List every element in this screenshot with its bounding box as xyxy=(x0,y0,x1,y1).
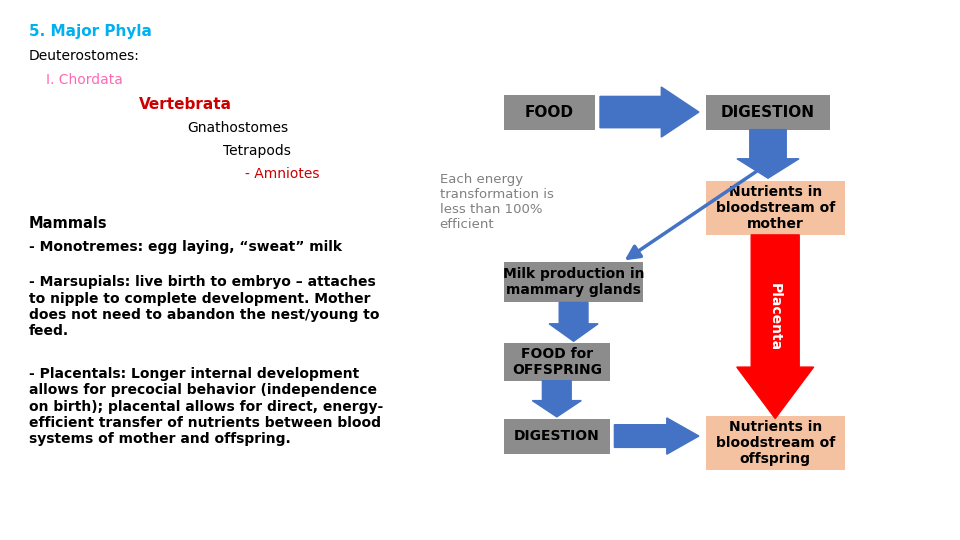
Text: FOOD: FOOD xyxy=(525,105,574,119)
Text: Tetrapods: Tetrapods xyxy=(223,144,291,158)
Polygon shape xyxy=(737,235,814,418)
Text: Placenta: Placenta xyxy=(768,284,782,352)
Text: FOOD for
OFFSPRING: FOOD for OFFSPRING xyxy=(512,347,602,377)
FancyBboxPatch shape xyxy=(504,343,610,381)
FancyBboxPatch shape xyxy=(504,262,643,302)
FancyBboxPatch shape xyxy=(706,416,845,470)
Polygon shape xyxy=(600,87,699,137)
Text: 5. Major Phyla: 5. Major Phyla xyxy=(29,24,152,39)
Text: - Monotremes: egg laying, “sweat” milk: - Monotremes: egg laying, “sweat” milk xyxy=(29,240,342,254)
Text: Mammals: Mammals xyxy=(29,216,108,231)
Text: Nutrients in
bloodstream of
mother: Nutrients in bloodstream of mother xyxy=(715,185,835,231)
Polygon shape xyxy=(532,381,582,417)
Text: - Placentals: Longer internal development
allows for precocial behavior (indepen: - Placentals: Longer internal developmen… xyxy=(29,367,383,446)
Text: - Amniotes: - Amniotes xyxy=(245,167,320,181)
FancyBboxPatch shape xyxy=(504,418,610,454)
FancyBboxPatch shape xyxy=(706,94,830,130)
FancyBboxPatch shape xyxy=(504,94,595,130)
FancyBboxPatch shape xyxy=(706,181,845,235)
Text: Vertebrata: Vertebrata xyxy=(139,97,232,112)
Text: Nutrients in
bloodstream of
offspring: Nutrients in bloodstream of offspring xyxy=(715,420,835,466)
Text: Each energy
transformation is
less than 100%
efficient: Each energy transformation is less than … xyxy=(440,173,554,231)
Polygon shape xyxy=(614,418,699,454)
Text: Milk production in
mammary glands: Milk production in mammary glands xyxy=(503,267,644,297)
Text: - Marsupials: live birth to embryo – attaches
to nipple to complete development.: - Marsupials: live birth to embryo – att… xyxy=(29,275,379,338)
Polygon shape xyxy=(549,302,598,341)
Text: DIGESTION: DIGESTION xyxy=(721,105,815,119)
Text: DIGESTION: DIGESTION xyxy=(514,429,600,443)
Text: Gnathostomes: Gnathostomes xyxy=(187,122,288,136)
Text: I. Chordata: I. Chordata xyxy=(46,73,123,87)
Polygon shape xyxy=(737,130,799,178)
Text: Deuterostomes:: Deuterostomes: xyxy=(29,49,139,63)
